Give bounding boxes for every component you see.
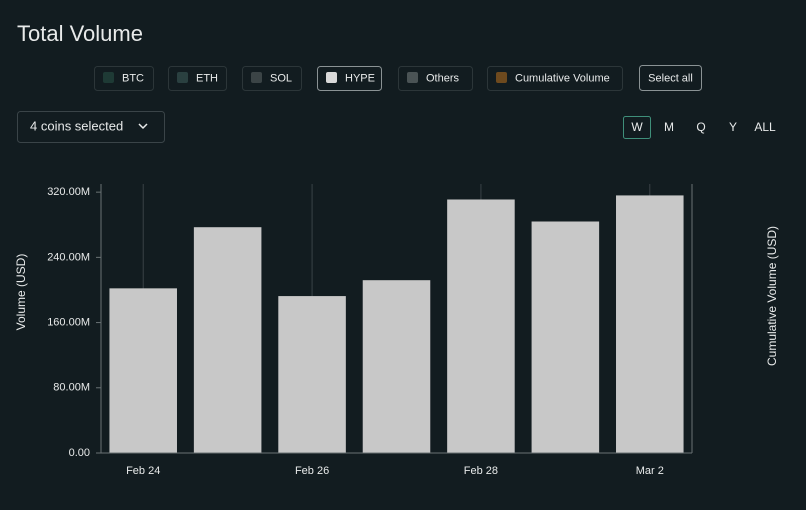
filter-swatch — [103, 72, 114, 83]
bar — [278, 296, 346, 453]
filter-button[interactable] — [168, 66, 227, 91]
timeframe-button[interactable]: W — [631, 120, 643, 134]
timeframe-button[interactable]: M — [664, 120, 674, 134]
coin-selector-label: 4 coins selected — [30, 118, 123, 133]
chevron — [138, 123, 148, 130]
bar — [109, 288, 177, 453]
x-tick-label: Feb 24 — [126, 465, 160, 477]
timeframe-button[interactable]: ALL — [754, 120, 776, 134]
timeframe-active — [623, 116, 651, 139]
y-tick-label: 0.00 — [69, 447, 90, 459]
coin-selector[interactable] — [17, 111, 165, 143]
filter-button[interactable] — [317, 66, 382, 91]
y-tick-label: 320.00M — [47, 186, 90, 198]
x-tick-label: Feb 28 — [464, 465, 498, 477]
filter-label: Others — [426, 72, 460, 84]
filter-button[interactable] — [242, 66, 302, 91]
y-axis-label: Volume (USD) — [14, 254, 28, 331]
y2-axis-label: Cumulative Volume (USD) — [765, 226, 779, 366]
y-tick-label: 240.00M — [47, 251, 90, 263]
filter-button[interactable] — [487, 66, 623, 91]
filter-label: ETH — [196, 72, 218, 84]
page-title: Total Volume — [17, 21, 143, 46]
bar — [531, 221, 600, 453]
filter-label: BTC — [122, 72, 144, 84]
bar — [362, 280, 431, 453]
x-tick-label: Mar 2 — [636, 465, 664, 477]
bar — [193, 227, 262, 453]
filter-swatch — [177, 72, 188, 83]
filter-label: Cumulative Volume — [515, 72, 610, 84]
filter-label: HYPE — [345, 72, 375, 84]
y-tick-label: 80.00M — [53, 382, 90, 394]
filter-swatch — [407, 72, 418, 83]
timeframe-button[interactable]: Q — [696, 120, 705, 134]
select-all-label: Select all — [648, 72, 693, 84]
y-tick-label: 160.00M — [47, 316, 90, 328]
x-tick-label: Feb 26 — [295, 465, 329, 477]
select-all-button[interactable] — [639, 65, 702, 91]
filter-label: SOL — [270, 72, 292, 84]
filter-button[interactable] — [398, 66, 473, 91]
filter-button[interactable] — [94, 66, 154, 91]
timeframe-button[interactable]: Y — [729, 120, 737, 134]
filter-swatch — [496, 72, 507, 83]
bar — [447, 199, 515, 453]
filter-swatch — [251, 72, 262, 83]
filter-swatch — [326, 72, 337, 83]
bar — [616, 195, 684, 454]
